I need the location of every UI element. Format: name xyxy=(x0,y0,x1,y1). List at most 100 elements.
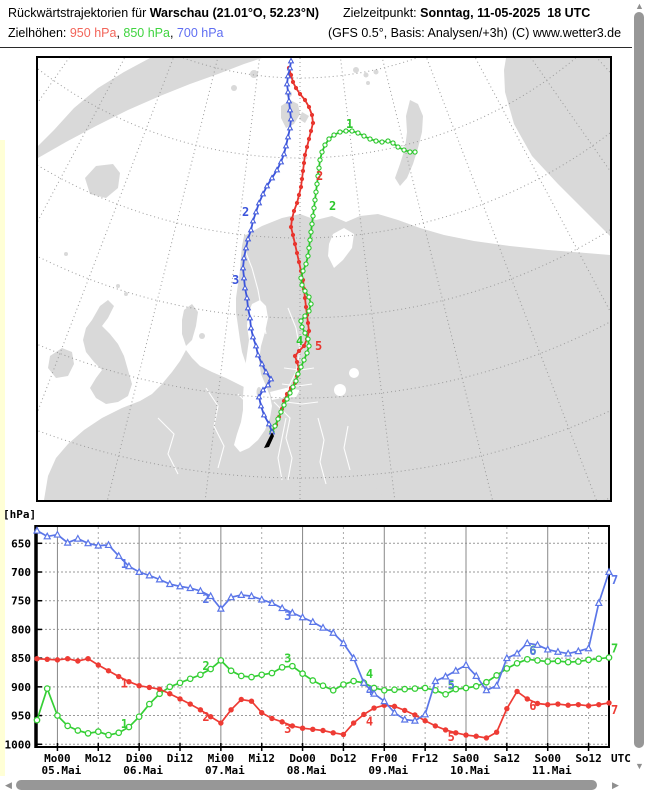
target-time-value: Sonntag, 11-05-2025 18 UTC xyxy=(420,6,591,20)
land-denmark xyxy=(182,304,198,346)
svg-text:2: 2 xyxy=(202,659,209,673)
svg-text:2: 2 xyxy=(329,199,336,213)
svg-text:3: 3 xyxy=(284,609,291,623)
target-time: Zielzeitpunkt: Sonntag, 11-05-2025 18 UT… xyxy=(343,6,590,20)
svg-text:09.Mai: 09.Mai xyxy=(368,764,408,777)
sea-baltic-bothnia xyxy=(234,300,272,452)
pressure-time-chart-wrap: 650 700 750 800 850 900 950 1000 Mo00 05.Mai Mo12 D… xyxy=(0,505,634,779)
copyright: (C) www.wetter3.de xyxy=(512,26,622,40)
svg-text:Fr12: Fr12 xyxy=(412,752,439,765)
target-marker-warsaw xyxy=(264,432,274,448)
svg-text:Do12: Do12 xyxy=(330,752,357,765)
svg-text:3: 3 xyxy=(284,651,291,665)
svg-text:950: 950 xyxy=(11,710,31,723)
svg-text:3: 3 xyxy=(284,722,291,736)
svg-text:Sa00: Sa00 xyxy=(453,752,480,765)
svg-text:UTC: UTC xyxy=(611,752,631,765)
scrollbar-up-icon[interactable]: ▲ xyxy=(635,1,644,11)
land-britain xyxy=(83,300,132,404)
svg-text:5: 5 xyxy=(315,339,322,353)
svg-text:750: 750 xyxy=(11,595,31,608)
svg-text:2: 2 xyxy=(202,710,209,724)
svg-text:Sa12: Sa12 xyxy=(494,752,521,765)
svg-text:So00: So00 xyxy=(534,752,561,765)
land-ireland xyxy=(48,348,74,378)
svg-text:11.Mai: 11.Mai xyxy=(532,764,572,777)
y-axis-unit-label: [hPa] xyxy=(3,508,37,521)
svg-text:Do00: Do00 xyxy=(289,752,316,765)
separator: , xyxy=(116,26,124,40)
svg-text:650: 650 xyxy=(11,537,31,550)
svg-text:7: 7 xyxy=(611,642,618,656)
svg-text:5: 5 xyxy=(448,730,455,744)
svg-text:2: 2 xyxy=(242,205,249,219)
horizontal-scrollbar-thumb[interactable] xyxy=(16,780,597,790)
svg-text:4: 4 xyxy=(366,667,373,681)
svg-text:08.Mai: 08.Mai xyxy=(287,764,327,777)
levels-label: Zielhöhen: xyxy=(8,26,70,40)
target-time-label: Zielzeitpunkt: xyxy=(343,6,421,20)
land-iceland xyxy=(85,164,120,198)
header-divider xyxy=(0,47,634,48)
model-info: (GFS 0.5°, Basis: Analysen/+3h) xyxy=(328,26,508,40)
separator: , xyxy=(169,26,177,40)
vertical-scrollbar-thumb[interactable] xyxy=(634,12,644,748)
svg-text:Di12: Di12 xyxy=(167,752,194,765)
left-highlight-strip xyxy=(0,140,5,800)
scrollbar-right-icon[interactable]: ▶ xyxy=(612,780,619,790)
title-station: Warschau (21.01°O, 52.23°N) xyxy=(149,6,320,20)
svg-text:Mo00: Mo00 xyxy=(44,752,71,765)
svg-text:1: 1 xyxy=(121,717,128,731)
svg-text:4: 4 xyxy=(366,714,373,728)
svg-text:850: 850 xyxy=(11,652,31,665)
target-levels: Zielhöhen: 950 hPa, 850 hPa, 700 hPa xyxy=(8,26,224,40)
svg-text:Mo12: Mo12 xyxy=(85,752,112,765)
svg-text:1: 1 xyxy=(346,117,353,131)
svg-text:2: 2 xyxy=(316,169,323,183)
svg-text:Mi12: Mi12 xyxy=(248,752,275,765)
svg-text:06.Mai: 06.Mai xyxy=(123,764,163,777)
page-title: Rückwärtstrajektorien für Warschau (21.0… xyxy=(8,6,319,20)
svg-text:700: 700 xyxy=(11,566,31,579)
lake-onega xyxy=(349,368,359,378)
scrollbar-down-icon[interactable]: ▼ xyxy=(635,761,644,771)
land-novaya-zemlya xyxy=(395,100,423,186)
level-700: 700 hPa xyxy=(176,26,224,40)
level-950: 950 hPa xyxy=(69,26,117,40)
svg-text:900: 900 xyxy=(11,681,31,694)
land-greenland xyxy=(38,58,262,158)
svg-text:800: 800 xyxy=(11,623,31,636)
svg-text:1: 1 xyxy=(121,557,128,571)
svg-text:Mi00: Mi00 xyxy=(208,752,235,765)
land-arctic-russia xyxy=(504,58,610,236)
vertical-scrollbar[interactable]: ▲ ▼ xyxy=(632,0,647,776)
svg-text:Di00: Di00 xyxy=(126,752,153,765)
scrollbar-left-icon[interactable]: ◀ xyxy=(5,780,12,790)
svg-text:5: 5 xyxy=(448,678,455,692)
svg-text:4: 4 xyxy=(296,334,303,348)
sea-white-sea xyxy=(328,228,354,268)
svg-text:07.Mai: 07.Mai xyxy=(205,764,245,777)
svg-text:05.Mai: 05.Mai xyxy=(42,764,82,777)
svg-text:6: 6 xyxy=(529,643,536,657)
title-prefix: Rückwärtstrajektorien für xyxy=(8,6,150,20)
level-850: 850 hPa xyxy=(123,26,170,40)
svg-text:7: 7 xyxy=(611,573,618,587)
svg-text:2: 2 xyxy=(202,592,209,606)
land-scandinavia-russia xyxy=(236,214,610,500)
horizontal-scrollbar[interactable]: ◀ ▶ xyxy=(0,776,632,800)
svg-text:7: 7 xyxy=(611,703,618,717)
svg-text:5: 5 xyxy=(448,678,455,692)
svg-text:4: 4 xyxy=(366,684,373,698)
svg-text:1: 1 xyxy=(121,677,128,691)
svg-text:10.Mai: 10.Mai xyxy=(450,764,490,777)
svg-text:Fr00: Fr00 xyxy=(371,752,398,765)
svg-text:6: 6 xyxy=(529,699,536,713)
lake-ladoga xyxy=(334,384,346,396)
svg-text:3: 3 xyxy=(232,273,239,287)
svg-text:6: 6 xyxy=(529,644,536,658)
